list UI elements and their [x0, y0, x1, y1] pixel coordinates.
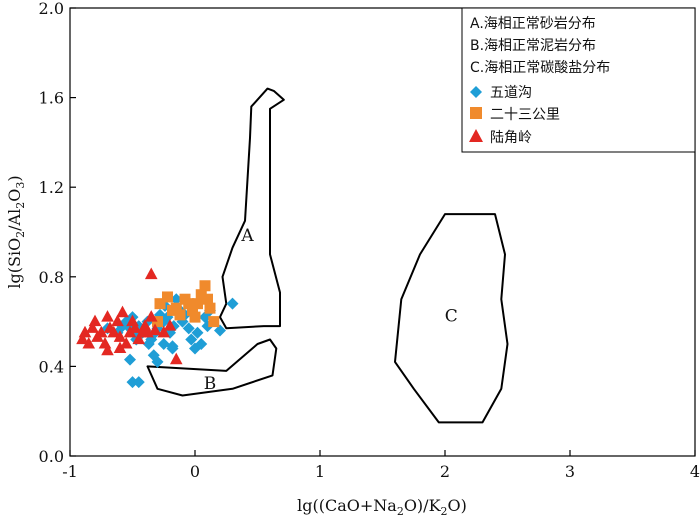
x-axis-title-sub-2: 2	[441, 505, 448, 518]
legend-region-a: A.海相正常砂岩分布	[470, 16, 596, 32]
x-axis-title-part-1: lg((CaO+Na	[297, 496, 397, 515]
y-axis-ticks: 0.0 0.4 0.8 1.2 1.6 2.0	[39, 0, 76, 466]
point-square-4	[170, 302, 182, 314]
point-triangle-17	[128, 321, 142, 333]
x-axis-title: lg((CaO+Na2O)/K2O)	[297, 496, 467, 518]
point-triangle-27	[113, 341, 127, 354]
y-axis-title-part-4: )	[5, 175, 24, 181]
point-triangle-29	[163, 319, 177, 331]
x-tick-label-1: 0	[190, 462, 200, 481]
regions: A B C	[146, 87, 509, 424]
point-diamond-40	[124, 353, 136, 366]
y-axis-title: lg(SiO2/Al2O3)	[5, 175, 27, 288]
point-square-8	[189, 311, 201, 323]
point-square-7	[187, 304, 198, 316]
region-c-label: C	[445, 307, 458, 327]
point-triangle-23	[148, 323, 162, 336]
y-tick-label-4: 1.6	[39, 89, 64, 108]
legend-marker-triangle	[469, 129, 483, 142]
point-triangle-8	[101, 310, 114, 322]
point-diamond-31	[191, 326, 204, 339]
y-axis-title-part-3: O	[5, 189, 24, 202]
point-diamond-24	[170, 293, 183, 306]
point-diamond-42	[166, 342, 179, 355]
y-axis-title-part-2: /Al	[5, 209, 24, 231]
point-triangle-26	[101, 343, 114, 356]
legend-region-b: B.海相正常泥岩分布	[470, 38, 596, 54]
point-square-9	[192, 298, 203, 310]
y-tick-label-1: 0.4	[39, 357, 64, 376]
point-triangle-6	[94, 325, 108, 338]
x-axis-title-part-3: O)	[448, 496, 467, 515]
point-square-14	[208, 316, 220, 328]
y-axis-title-part-1: lg(SiO	[5, 238, 24, 289]
legend-series-lujiaoling: 陆角岭	[490, 130, 532, 146]
y-axis-title-sub-1: 2	[14, 231, 27, 238]
y-tick-label-5: 2.0	[39, 0, 64, 18]
region-b-outline	[146, 338, 278, 397]
point-triangle-3	[86, 321, 99, 333]
legend-series-wudaogou: 五道沟	[490, 85, 532, 101]
point-triangle-25	[169, 352, 183, 365]
point-triangle-14	[119, 337, 133, 349]
y-axis-title-sub-2: 2	[14, 202, 27, 209]
point-triangle-10	[107, 325, 121, 338]
point-triangle-28	[157, 325, 171, 338]
point-square-10	[195, 289, 207, 301]
point-triangle-24	[144, 267, 158, 280]
legend-marker-diamond	[470, 86, 482, 98]
point-diamond-36	[214, 324, 226, 337]
x-tick-label-2: 1	[315, 462, 325, 481]
x-tick-label-4: 3	[565, 462, 575, 481]
point-triangle-2	[82, 337, 96, 349]
point-square-11	[199, 280, 211, 292]
region-a-label: A	[240, 226, 254, 246]
point-triangle-0	[76, 332, 89, 345]
point-square-12	[202, 293, 213, 305]
x-tick-label-0: -1	[62, 462, 78, 481]
region-b-label: B	[204, 374, 217, 394]
x-tick-label-3: 2	[440, 462, 450, 481]
legend-series-ershisangongli: 二十三公里	[490, 107, 560, 123]
legend-region-c: C.海相正常碳酸盐分布	[470, 60, 610, 76]
axes	[69, 7, 696, 457]
y-axis-title-sub-3: 3	[14, 182, 27, 189]
point-diamond-32	[195, 338, 208, 350]
point-triangle-11	[111, 314, 124, 327]
x-tick-label-5: 4	[690, 462, 700, 481]
point-triangle-1	[78, 325, 92, 338]
point-triangle-4	[88, 314, 102, 327]
legend-box	[461, 7, 696, 153]
point-diamond-29	[185, 333, 198, 346]
point-diamond-38	[126, 376, 139, 389]
point-triangle-18	[132, 332, 146, 345]
point-square-1	[154, 298, 166, 310]
point-diamond-39	[132, 376, 145, 389]
point-triangle-12	[113, 330, 127, 342]
x-axis-title-part-2: O)/K	[404, 496, 442, 515]
point-square-15	[179, 293, 191, 305]
region-a-outline	[219, 87, 285, 330]
point-triangle-22	[144, 310, 158, 322]
point-diamond-41	[151, 355, 164, 368]
point-square-2	[162, 291, 173, 303]
y-tick-label-2: 0.8	[39, 268, 64, 287]
region-c-outline	[394, 213, 509, 424]
x-axis-ticks: -1 0 1 2 3 4	[62, 450, 700, 481]
y-tick-label-3: 1.2	[39, 178, 64, 197]
legend-marker-square	[470, 107, 482, 119]
point-diamond-43	[157, 338, 170, 350]
y-tick-label-0: 0.0	[39, 447, 64, 466]
point-triangle-13	[116, 305, 129, 318]
point-diamond-37	[226, 297, 239, 310]
x-axis-title-sub-1: 2	[397, 505, 404, 518]
point-diamond-28	[182, 322, 195, 335]
legend: A.海相正常砂岩分布 B.海相正常泥岩分布 C.海相正常碳酸盐分布 五道沟 二十…	[461, 7, 696, 153]
data-points	[76, 267, 239, 389]
plot-frame	[69, 7, 696, 457]
point-square-13	[204, 302, 216, 314]
point-square-5	[174, 309, 186, 321]
